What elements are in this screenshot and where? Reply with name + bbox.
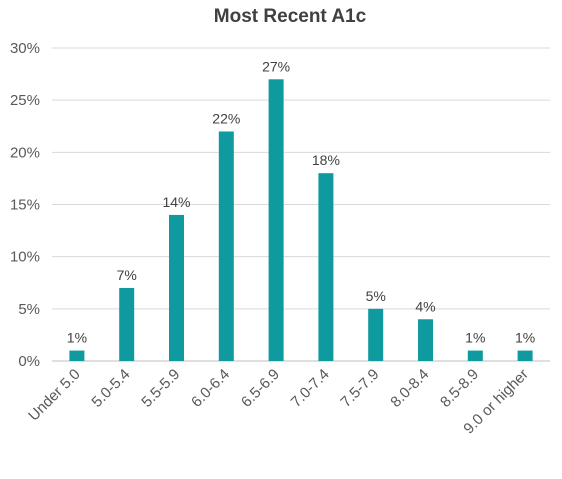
bar bbox=[467, 350, 483, 361]
x-tick-label: 8.0-8.4 bbox=[387, 366, 432, 411]
y-tick-label: 30% bbox=[10, 40, 40, 57]
bar bbox=[368, 308, 384, 361]
bar bbox=[218, 131, 234, 361]
y-tick-label: 25% bbox=[10, 92, 40, 109]
bar bbox=[268, 79, 284, 362]
bar bbox=[169, 214, 184, 361]
bar bbox=[119, 287, 135, 361]
y-tick-label: 15% bbox=[10, 197, 40, 214]
data-label: 1% bbox=[67, 330, 87, 346]
data-label: 1% bbox=[515, 330, 535, 346]
data-label: 27% bbox=[262, 58, 290, 74]
data-label: 14% bbox=[162, 194, 190, 210]
x-tick-label: 6.0-6.4 bbox=[188, 366, 233, 411]
data-label: 18% bbox=[312, 152, 340, 168]
bars bbox=[69, 79, 533, 362]
gridlines bbox=[52, 47, 550, 362]
y-tick-label: 0% bbox=[18, 353, 40, 370]
x-axis-ticks: Under 5.0 5.0-5.4 5.5-5.9 6.0-6.4 6.5-6.9 7.0… bbox=[25, 366, 532, 438]
chart-title: Most Recent A1c bbox=[214, 6, 367, 27]
y-tick-label: 10% bbox=[10, 249, 40, 266]
data-labels: 1% 7% 14% 22% 27% 18% 5% 4% 1% 1% bbox=[67, 58, 535, 345]
x-tick-label: 7.0-7.4 bbox=[288, 366, 333, 411]
data-label: 5% bbox=[366, 288, 386, 304]
y-axis-ticks: 0% 5% 10% 15% 20% 25% 30% bbox=[10, 40, 40, 370]
x-tick-label: 8.5-8.9 bbox=[437, 366, 482, 411]
bar bbox=[517, 350, 533, 361]
bar bbox=[418, 319, 433, 361]
data-label: 1% bbox=[465, 330, 485, 346]
x-tick-label: 5.5-5.9 bbox=[138, 366, 183, 411]
bar bbox=[318, 173, 334, 361]
data-label: 7% bbox=[117, 267, 137, 283]
x-tick-label: Under 5.0 bbox=[25, 366, 84, 425]
bar bbox=[69, 350, 85, 361]
x-tick-label: 6.5-6.9 bbox=[238, 366, 283, 411]
data-label: 4% bbox=[415, 298, 435, 314]
data-label: 22% bbox=[212, 110, 240, 126]
x-tick-label: 5.0-5.4 bbox=[88, 366, 133, 411]
x-tick-label: 7.5-7.9 bbox=[337, 366, 382, 411]
y-tick-label: 20% bbox=[10, 144, 40, 161]
y-tick-label: 5% bbox=[18, 301, 40, 318]
